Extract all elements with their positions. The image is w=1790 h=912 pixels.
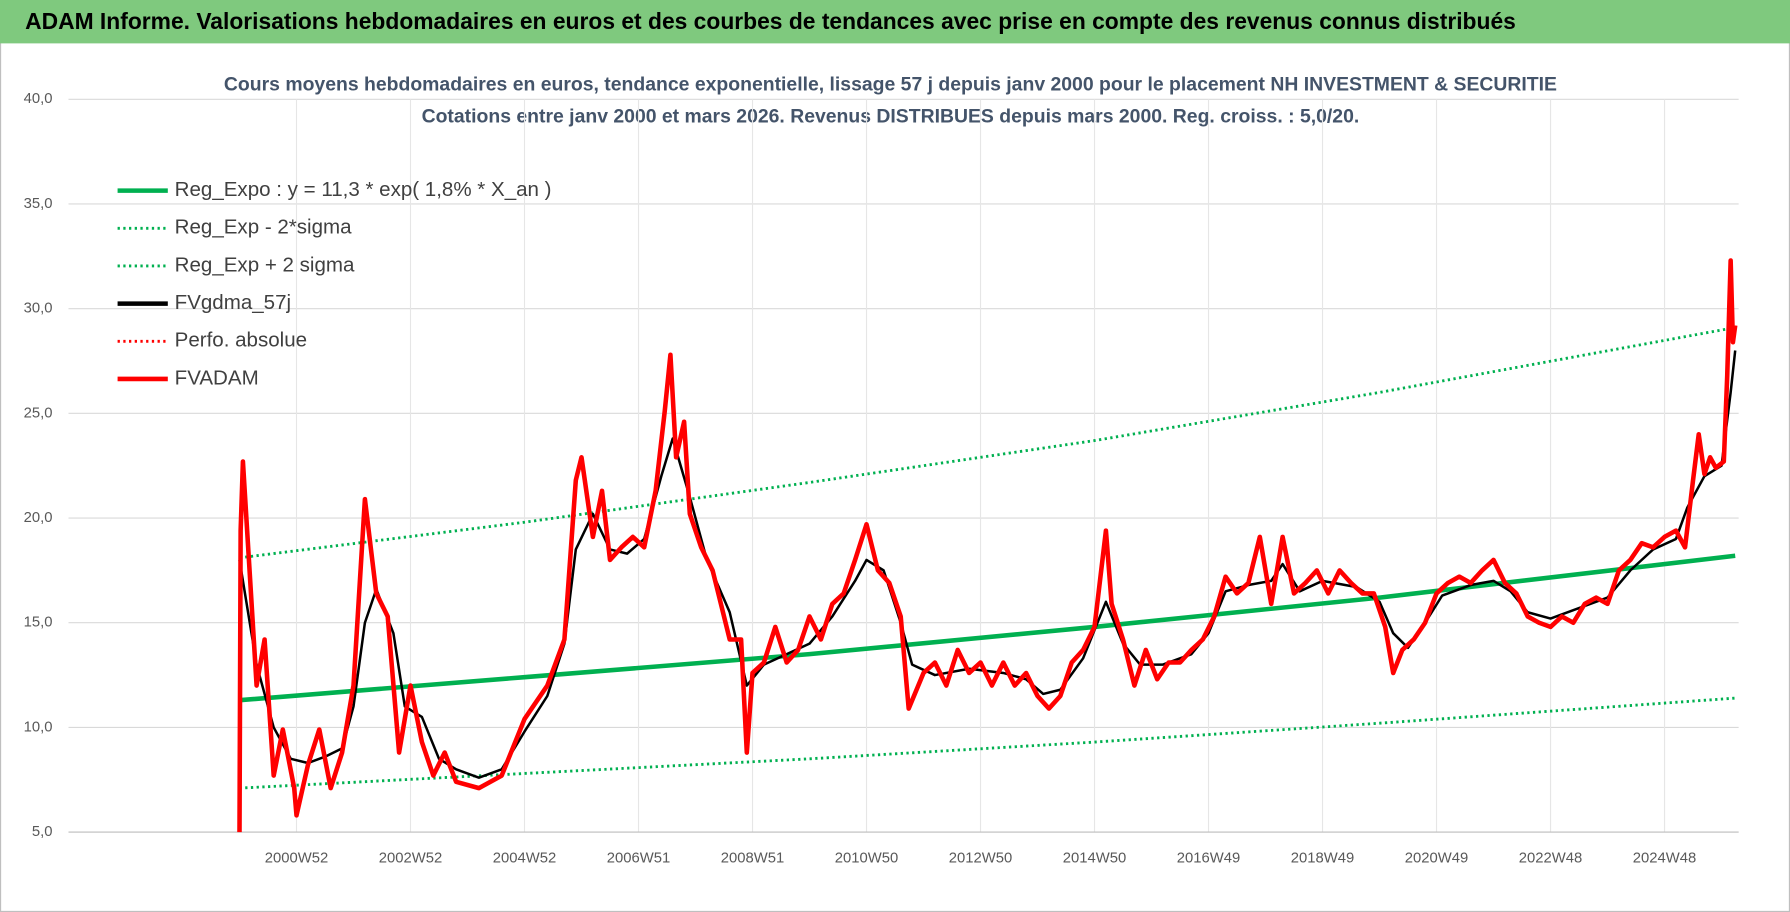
legend-label: Perfo. absolue [175, 329, 307, 352]
x-tick-label: 2020W49 [1405, 850, 1468, 866]
x-tick-label: 2022W48 [1519, 850, 1582, 866]
x-tick-label: 2014W50 [1063, 850, 1126, 866]
x-tick-label: 2002W52 [379, 850, 442, 866]
y-tick-label: 15,0 [24, 615, 53, 631]
chart-title: Cours moyens hebdomadaires en euros, ten… [224, 74, 1557, 96]
series-line [239, 326, 1736, 560]
y-tick-label: 5,0 [32, 824, 53, 840]
legend-label: Reg_Exp + 2 sigma [175, 253, 355, 276]
banner [0, 0, 1790, 44]
y-tick-label: 20,0 [24, 510, 53, 526]
y-tick-label: 35,0 [24, 196, 53, 212]
x-tick-label: 2018W49 [1291, 850, 1354, 866]
y-tick-label: 10,0 [24, 719, 53, 735]
series-line [237, 258, 1738, 833]
y-tick-label: 30,0 [24, 301, 53, 317]
y-tick-label: 40,0 [24, 91, 53, 107]
x-tick-label: 2016W49 [1177, 850, 1240, 866]
legend-label: Reg_Exp - 2*sigma [175, 216, 352, 239]
chart-subtitle: Cotations entre janv 2000 et mars 2026. … [422, 106, 1360, 128]
page-title: ADAM Informe. Valorisations hebdomadaire… [25, 8, 1516, 34]
x-tick-label: 2010W50 [835, 850, 898, 866]
x-tick-label: 2012W50 [949, 850, 1012, 866]
x-tick-label: 2006W51 [607, 850, 670, 866]
x-tick-label: 2024W48 [1633, 850, 1696, 866]
x-tick-label: 2008W51 [721, 850, 784, 866]
x-tick-label: 2000W52 [265, 850, 328, 866]
x-tick-label: 2004W52 [493, 850, 556, 866]
legend-label: FVADAM [175, 366, 259, 389]
series-line [239, 696, 1736, 790]
y-tick-label: 25,0 [24, 405, 53, 421]
legend-label: FVgdma_57j [175, 291, 291, 314]
legend-label: Reg_Expo : y = 11,3 * exp( 1,8% * X_an ) [175, 178, 552, 201]
